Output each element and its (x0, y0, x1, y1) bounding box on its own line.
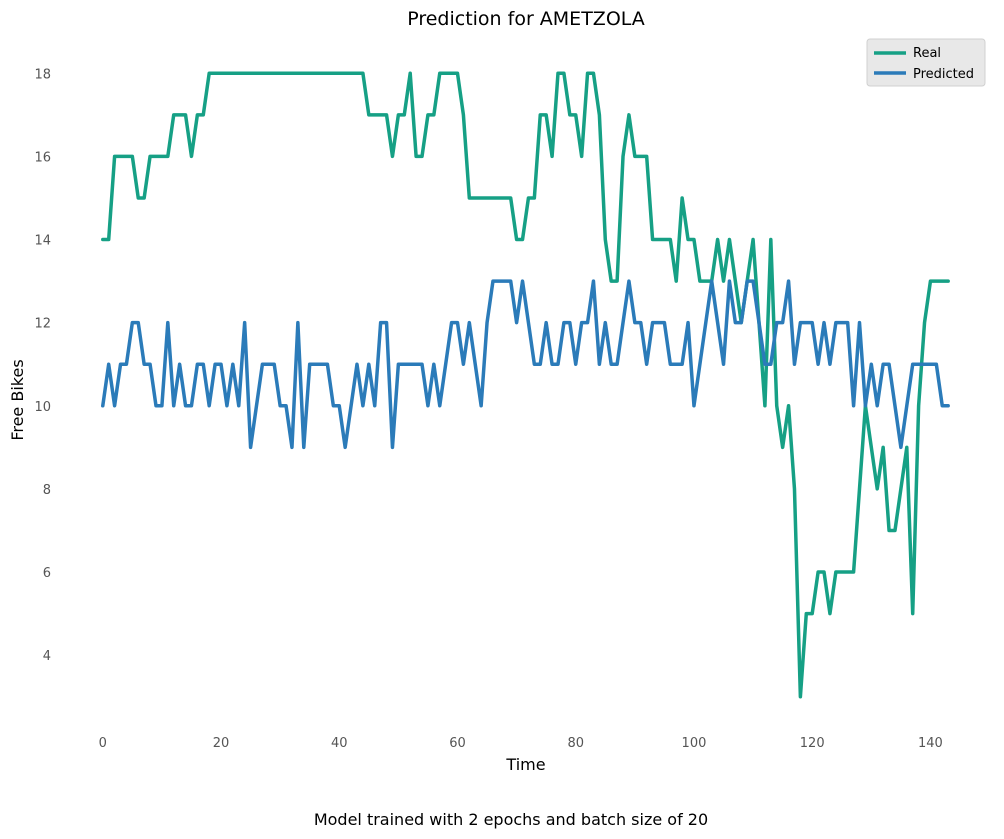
x-axis-label: Time (505, 755, 545, 774)
x-axis-ticks: 0 20 40 60 80 100 120 140 (99, 736, 943, 751)
x-tick-label: 80 (567, 736, 584, 751)
x-tick-label: 0 (99, 736, 107, 751)
y-axis-ticks: 4 6 8 10 12 14 16 18 (34, 67, 51, 664)
y-tick-label: 4 (43, 649, 51, 664)
x-tick-label: 60 (449, 736, 466, 751)
y-tick-label: 14 (34, 234, 51, 249)
y-tick-label: 6 (43, 566, 51, 581)
series-line-real (101, 71, 950, 699)
x-tick-label: 120 (800, 736, 825, 751)
y-axis-label: Free Bikes (8, 359, 27, 440)
x-tick-label: 140 (918, 736, 943, 751)
chart-caption: Model trained with 2 epochs and batch si… (314, 810, 708, 829)
y-tick-label: 8 (43, 483, 51, 498)
x-tick-label: 100 (682, 736, 707, 751)
y-tick-label: 16 (34, 150, 51, 165)
legend-label-predicted: Predicted (913, 67, 974, 82)
x-tick-label: 40 (331, 736, 348, 751)
legend-label-real: Real (913, 46, 941, 61)
y-tick-label: 18 (34, 67, 51, 82)
legend: Real Predicted (866, 38, 986, 87)
series-line-predicted (101, 279, 950, 450)
series-lines (101, 71, 950, 699)
y-tick-label: 10 (34, 400, 51, 415)
y-tick-label: 12 (34, 317, 51, 332)
x-tick-label: 20 (213, 736, 230, 751)
chart-title: Prediction for AMETZOLA (407, 8, 645, 30)
